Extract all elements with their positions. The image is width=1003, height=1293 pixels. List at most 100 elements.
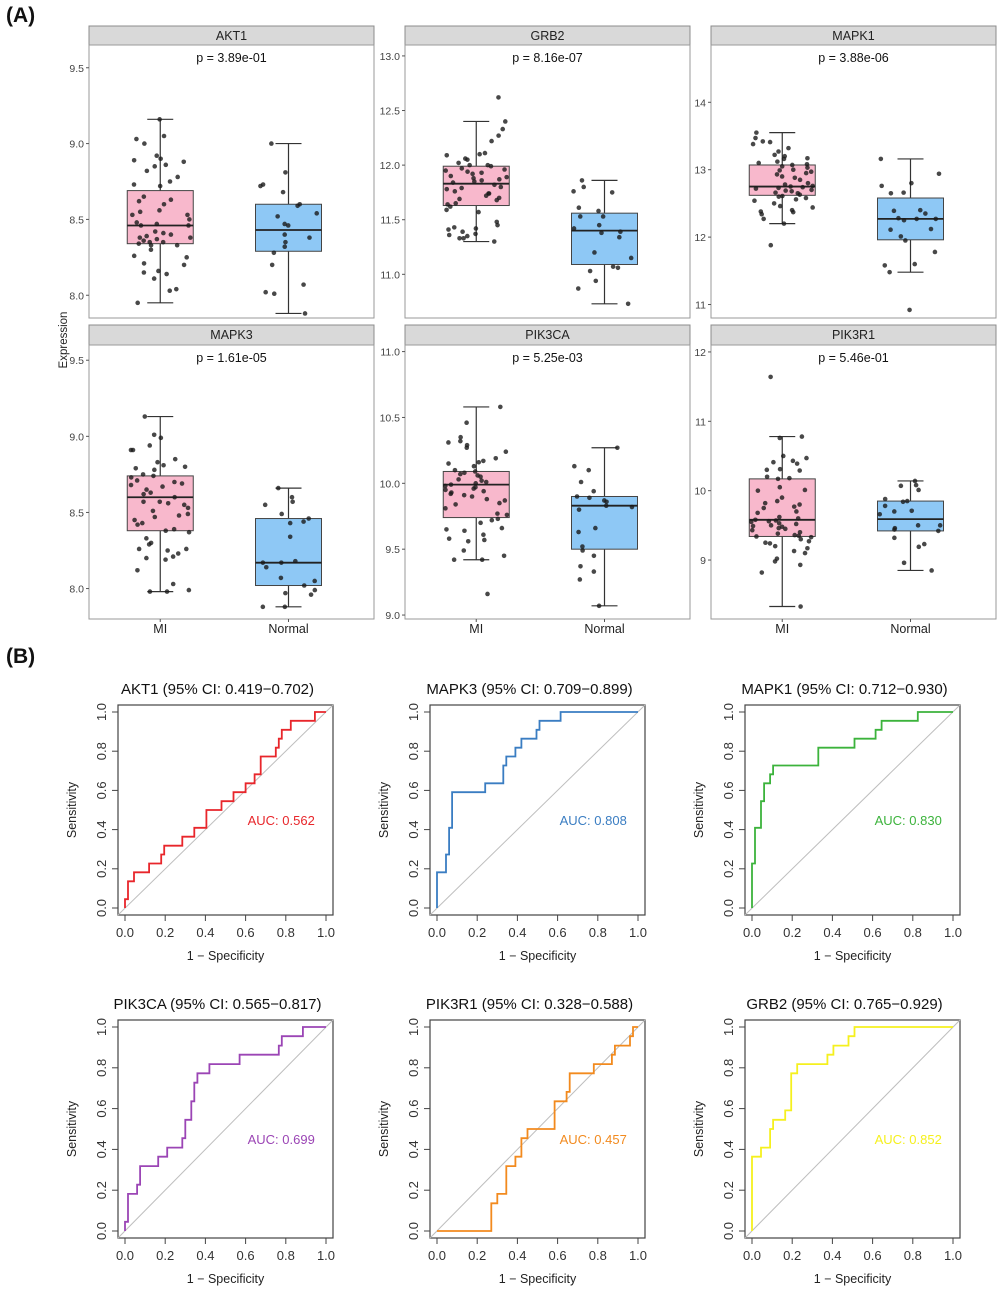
x-tick-label: 1.0 (944, 925, 962, 940)
data-point (797, 562, 803, 568)
data-point (485, 591, 490, 597)
data-point (161, 133, 167, 139)
data-point (141, 270, 147, 275)
data-point (494, 197, 500, 203)
y-tick-label: 11.5 (380, 215, 400, 227)
roc-curve (751, 711, 953, 908)
data-point (144, 233, 149, 239)
data-point (174, 286, 179, 292)
data-point (446, 227, 451, 232)
data-point (168, 197, 174, 202)
y-tick-label: 1.0 (721, 703, 736, 721)
data-point (596, 603, 602, 609)
y-tick-label: 12.0 (380, 160, 401, 172)
data-point (805, 155, 810, 161)
data-point (258, 183, 263, 189)
data-point (761, 216, 766, 222)
data-point (260, 604, 266, 610)
data-point (882, 496, 888, 502)
auc-label: AUC: 0.808 (560, 813, 627, 828)
data-point (451, 225, 457, 230)
auc-label: AUC: 0.699 (248, 1132, 315, 1147)
data-point (592, 250, 597, 255)
data-point (896, 215, 901, 221)
data-point (138, 223, 144, 228)
facet-strip-label: PIK3R1 (832, 328, 875, 342)
y-tick-label: 0.0 (94, 1222, 109, 1240)
data-point (777, 435, 783, 441)
data-point (761, 505, 767, 511)
data-point (804, 455, 809, 461)
data-point (130, 212, 135, 218)
data-point (464, 445, 470, 451)
y-axis-label: Sensitivity (377, 781, 391, 838)
data-point (448, 482, 454, 487)
data-point (775, 159, 780, 164)
data-point (502, 167, 507, 172)
data-point (879, 183, 884, 189)
data-point (774, 498, 780, 504)
data-point (161, 230, 166, 236)
data-point (495, 511, 500, 516)
data-point (898, 483, 904, 489)
data-point (157, 208, 162, 213)
data-point (796, 533, 802, 539)
data-point (797, 502, 802, 507)
y-axis-label: Sensitivity (377, 1100, 391, 1157)
y-tick-label: 12.5 (380, 106, 401, 118)
data-point (459, 166, 465, 171)
data-point (142, 141, 147, 146)
facet-grb2: GRB2 p = 8.16e-07 11.0 11.5 12.0 12.5 13.0 (380, 25, 691, 319)
data-point (181, 159, 187, 165)
data-point (498, 184, 504, 190)
x-tick-label: 0.2 (468, 1248, 486, 1263)
data-point (766, 518, 772, 524)
data-point (615, 265, 621, 271)
x-category-label: MI (775, 622, 789, 636)
roc-plot-pik3ca: PIK3CA (95% CI: 0.565−0.817) 0.0 0.2 0.4 0.6… (65, 996, 335, 1286)
data-point (287, 534, 293, 540)
y-tick-label: 0.2 (721, 1181, 736, 1199)
data-point (443, 506, 448, 511)
y-tick-label: 0.8 (94, 1059, 109, 1077)
data-point (776, 194, 782, 199)
y-tick-label: 0.2 (94, 1181, 109, 1199)
data-point (759, 211, 765, 217)
data-point (808, 534, 814, 540)
x-tick-label: 0.8 (277, 1248, 295, 1263)
data-point (787, 475, 792, 481)
data-point (603, 503, 609, 509)
data-point (496, 133, 501, 138)
data-point (136, 241, 142, 246)
data-point (271, 291, 277, 297)
data-point (748, 519, 754, 525)
data-point (580, 548, 585, 553)
data-point (579, 178, 585, 183)
data-point (458, 438, 463, 444)
data-point (131, 182, 137, 187)
y-tick-label: 8.5 (69, 507, 84, 519)
data-point (928, 226, 934, 232)
data-point (781, 156, 787, 162)
data-point (805, 180, 811, 186)
data-point (185, 212, 190, 218)
data-point (937, 523, 943, 528)
facet-plot-area (88, 44, 375, 319)
data-point (279, 511, 284, 517)
auc-label: AUC: 0.457 (560, 1132, 627, 1147)
x-tick-label: 0.2 (468, 925, 486, 940)
x-tick-label: 0.6 (237, 1248, 255, 1263)
y-tick-label: 0.8 (94, 742, 109, 760)
data-point (936, 528, 941, 534)
y-tick-label: 12 (694, 232, 706, 244)
y-tick-label: 0.6 (406, 781, 421, 799)
data-point (779, 174, 785, 179)
box-group-mi (126, 117, 194, 306)
data-point (771, 201, 777, 206)
x-tick-label: 0.4 (196, 1248, 214, 1263)
data-point (295, 203, 300, 209)
data-point (146, 542, 152, 547)
data-point (810, 205, 815, 210)
data-point (137, 235, 143, 240)
data-point (140, 472, 146, 477)
